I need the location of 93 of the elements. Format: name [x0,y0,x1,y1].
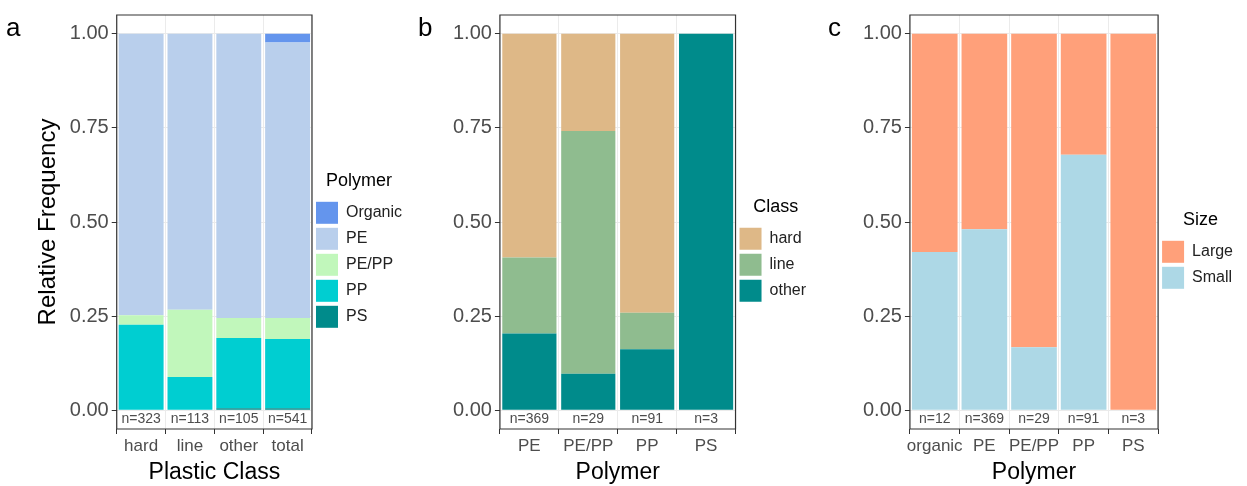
y-tick-label: 0.25 [452,303,492,326]
y-tick-label: 1.00 [862,21,902,44]
x-axis-title: Polymer [991,457,1077,484]
x-tick-label: PE/PP [1008,435,1060,455]
bar [265,42,311,318]
y-axis-title: Relative Frequency [33,118,61,326]
y-tick-label: 0.00 [452,397,492,420]
legend-label: PE [346,229,368,247]
bar [265,339,311,409]
y-tick-label: 0.25 [69,303,109,326]
legend-label: PS [346,307,368,325]
x-tick-label: PE [518,435,541,455]
bar [216,337,262,409]
bar [620,349,675,410]
legend-title: Polymer [325,170,393,191]
y-tick-label: 0.00 [69,397,109,420]
annotation: n=91 [1067,410,1100,427]
bar [1060,33,1107,155]
bar [961,229,1008,410]
bar [502,257,557,334]
x-tick-label: total [271,435,304,455]
y-tick-label: 0.75 [862,115,902,138]
x-tick-label: PE/PP [563,435,614,455]
chart-title: b [418,12,433,43]
legend-label: PP [346,281,368,299]
bar [620,312,675,350]
bar [911,33,958,253]
x-tick-label: organic [906,435,964,455]
bar [561,130,616,374]
bar [118,324,164,410]
bar [911,252,958,410]
y-tick-label: 0.25 [862,303,902,326]
bar [678,33,734,410]
annotation: n=369 [509,410,550,427]
x-tick-label: PE [973,435,996,455]
annotation: n=323 [121,410,162,427]
annotation: n=3 [694,410,719,427]
y-tick-label: 0.75 [452,115,492,138]
legend-title: Class [753,196,799,217]
x-tick-label: PP [1072,435,1095,455]
x-tick-label: PP [635,435,659,455]
legend-label: other [769,281,807,299]
annotation: n=369 [964,410,1005,427]
x-tick-label: PS [1121,435,1145,455]
x-tick-label: other [219,435,259,455]
y-tick-label: 0.50 [452,209,492,232]
legend-title: Size [1183,209,1219,230]
y-tick-label: 1.00 [69,21,109,44]
legend-label: PE/PP [346,255,394,273]
y-tick-label: 0.75 [69,115,109,138]
chart-title: c [828,12,841,43]
bar [1110,33,1157,410]
bar [118,315,164,325]
bar [1011,33,1057,348]
legend-label: Organic [346,203,403,221]
y-tick-label: 0.00 [862,397,902,420]
legend-label: Large [1192,242,1234,260]
bar [1011,347,1057,410]
legend-label: Small [1192,268,1233,286]
bar [1060,154,1107,410]
bar [216,33,262,318]
annotation: n=12 [918,410,951,427]
bar [167,33,213,310]
bar [216,317,262,338]
annotation: n=541 [267,410,308,427]
y-tick-label: 0.50 [862,209,902,232]
bar [561,33,616,131]
legend-label: hard [769,229,802,247]
y-tick-label: 0.50 [69,209,109,232]
annotation: n=29 [1018,410,1050,427]
annotation: n=105 [219,410,259,427]
bar [620,33,675,313]
bar [265,317,311,340]
bar [265,33,311,43]
y-tick-label: 1.00 [452,21,492,44]
legend-label: line [769,255,795,273]
annotation: n=29 [572,410,605,427]
annotation: n=3 [1121,410,1146,427]
x-axis-title: Polymer [575,457,661,484]
bar [118,33,164,316]
bar [561,373,616,410]
bar [502,33,557,258]
bar [502,333,557,410]
bar [167,377,213,410]
bar [961,33,1008,230]
chart-title: a [6,12,21,43]
x-tick-label: PS [694,435,718,455]
x-tick-label: line [176,435,204,455]
annotation: n=113 [170,410,210,427]
x-axis-title: Plastic Class [148,457,281,484]
bar [167,309,213,378]
annotation: n=91 [631,410,664,427]
x-tick-label: hard [124,435,159,455]
